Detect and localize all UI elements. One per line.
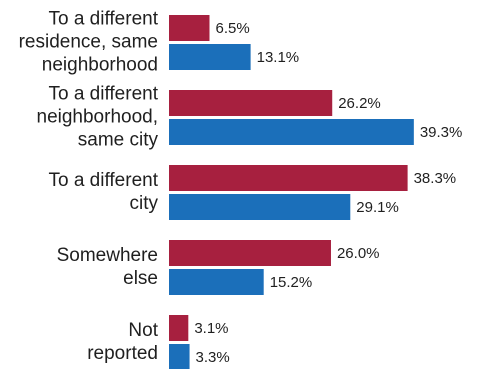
value-label-series-2-category-4: 15.2% bbox=[270, 274, 313, 291]
bar-series-1-category-2 bbox=[169, 90, 333, 116]
value-label-series-1-category-5: 3.1% bbox=[194, 320, 228, 337]
value-label-series-1-category-3: 38.3% bbox=[414, 170, 457, 187]
category-label-5-line-2: reported bbox=[87, 343, 158, 364]
bar-series-2-category-3 bbox=[169, 194, 351, 220]
value-label-series-2-category-2: 39.3% bbox=[420, 124, 463, 141]
category-label-4-line-1: Somewhere bbox=[57, 245, 158, 266]
category-label-3-line-2: city bbox=[130, 193, 159, 214]
category-label-2-line-2: neighborhood, bbox=[37, 107, 159, 128]
value-labels: 6.5% 13.1% 26.2% 39.3% 38.3% 29.1% 26.0% 15.2% 3… bbox=[194, 20, 462, 366]
value-label-series-1-category-2: 26.2% bbox=[338, 95, 381, 112]
category-label-4-line-2: else bbox=[123, 268, 158, 289]
category-label-2-line-3: same city bbox=[78, 130, 159, 151]
bar-series-1-category-3 bbox=[169, 165, 408, 191]
value-label-series-2-category-3: 29.1% bbox=[356, 199, 399, 216]
category-label-1-line-1: To a different bbox=[48, 9, 158, 30]
category-label-2-line-1: To a different bbox=[48, 84, 158, 105]
bar-series-2-category-4 bbox=[169, 269, 264, 295]
bar-series-1-category-5 bbox=[169, 315, 189, 341]
value-label-series-1-category-1: 6.5% bbox=[215, 20, 249, 37]
category-label-1-line-3: neighborhood bbox=[42, 55, 158, 76]
bar-series-2-category-5 bbox=[169, 344, 190, 369]
category-label-5-line-1: Not bbox=[128, 320, 158, 341]
bar-series-1-category-1 bbox=[169, 15, 210, 41]
value-label-series-2-category-5: 3.3% bbox=[196, 349, 230, 366]
category-label-1-line-2: residence, same bbox=[19, 32, 158, 53]
bars bbox=[169, 15, 414, 369]
bar-series-2-category-1 bbox=[169, 44, 251, 70]
value-label-series-2-category-1: 13.1% bbox=[257, 49, 300, 66]
bar-series-1-category-4 bbox=[169, 240, 331, 266]
bar-series-2-category-2 bbox=[169, 119, 414, 145]
category-label-3-line-1: To a different bbox=[48, 170, 158, 191]
value-label-series-1-category-4: 26.0% bbox=[337, 245, 380, 262]
